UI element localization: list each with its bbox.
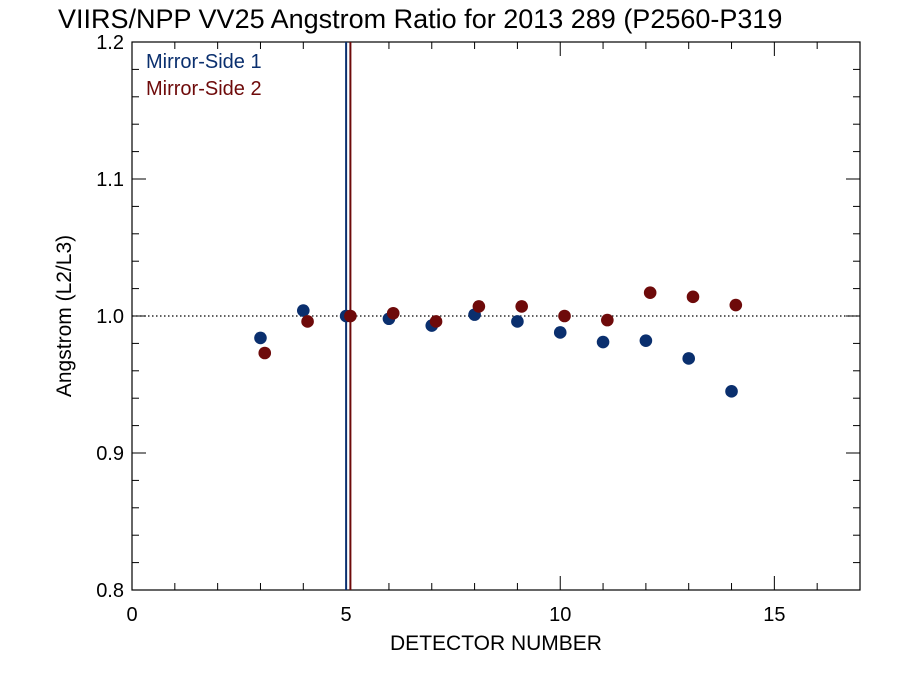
x-tick-label: 15 xyxy=(763,604,785,626)
legend-entry-series-1: Mirror-Side 1 xyxy=(146,51,262,73)
x-axis-label: DETECTOR NUMBER xyxy=(390,632,602,655)
data-point-series-1 xyxy=(254,331,267,345)
data-point-series-1 xyxy=(596,335,610,349)
data-point-series-1 xyxy=(639,334,653,347)
data-point-series-2 xyxy=(515,300,528,313)
data-point-series-1 xyxy=(682,352,696,365)
data-point-series-2 xyxy=(258,346,272,360)
y-tick-label: 1.2 xyxy=(96,32,124,54)
y-axis-label: Angstrom (L2/L3) xyxy=(53,235,76,397)
x-tick-label: 10 xyxy=(549,604,571,626)
x-tick-label: 0 xyxy=(126,604,137,626)
chart-title: VIIRS/NPP VV25 Angstrom Ratio for 2013 2… xyxy=(58,4,782,34)
data-point-series-1 xyxy=(296,304,310,317)
y-tick-label: 1.0 xyxy=(96,306,124,328)
data-point-series-2 xyxy=(386,306,400,320)
data-point-series-1 xyxy=(511,315,524,328)
data-point-series-1 xyxy=(725,385,738,398)
data-point-series-2 xyxy=(558,309,571,323)
data-point-series-1 xyxy=(553,326,567,339)
legend-entry-series-2: Mirror-Side 2 xyxy=(146,78,262,100)
y-tick-label: 0.8 xyxy=(96,580,124,602)
data-point-series-2 xyxy=(301,315,314,328)
y-tick-label: 1.1 xyxy=(96,169,124,191)
data-point-series-2 xyxy=(601,313,614,327)
data-point-series-2 xyxy=(729,298,743,312)
y-tick-label: 0.9 xyxy=(96,443,124,465)
data-point-series-2 xyxy=(344,309,357,323)
x-tick-label: 5 xyxy=(341,604,352,626)
data-point-series-2 xyxy=(643,286,657,300)
data-point-series-2 xyxy=(686,290,700,304)
data-point-series-2 xyxy=(472,300,486,313)
data-point-series-2 xyxy=(429,315,443,328)
